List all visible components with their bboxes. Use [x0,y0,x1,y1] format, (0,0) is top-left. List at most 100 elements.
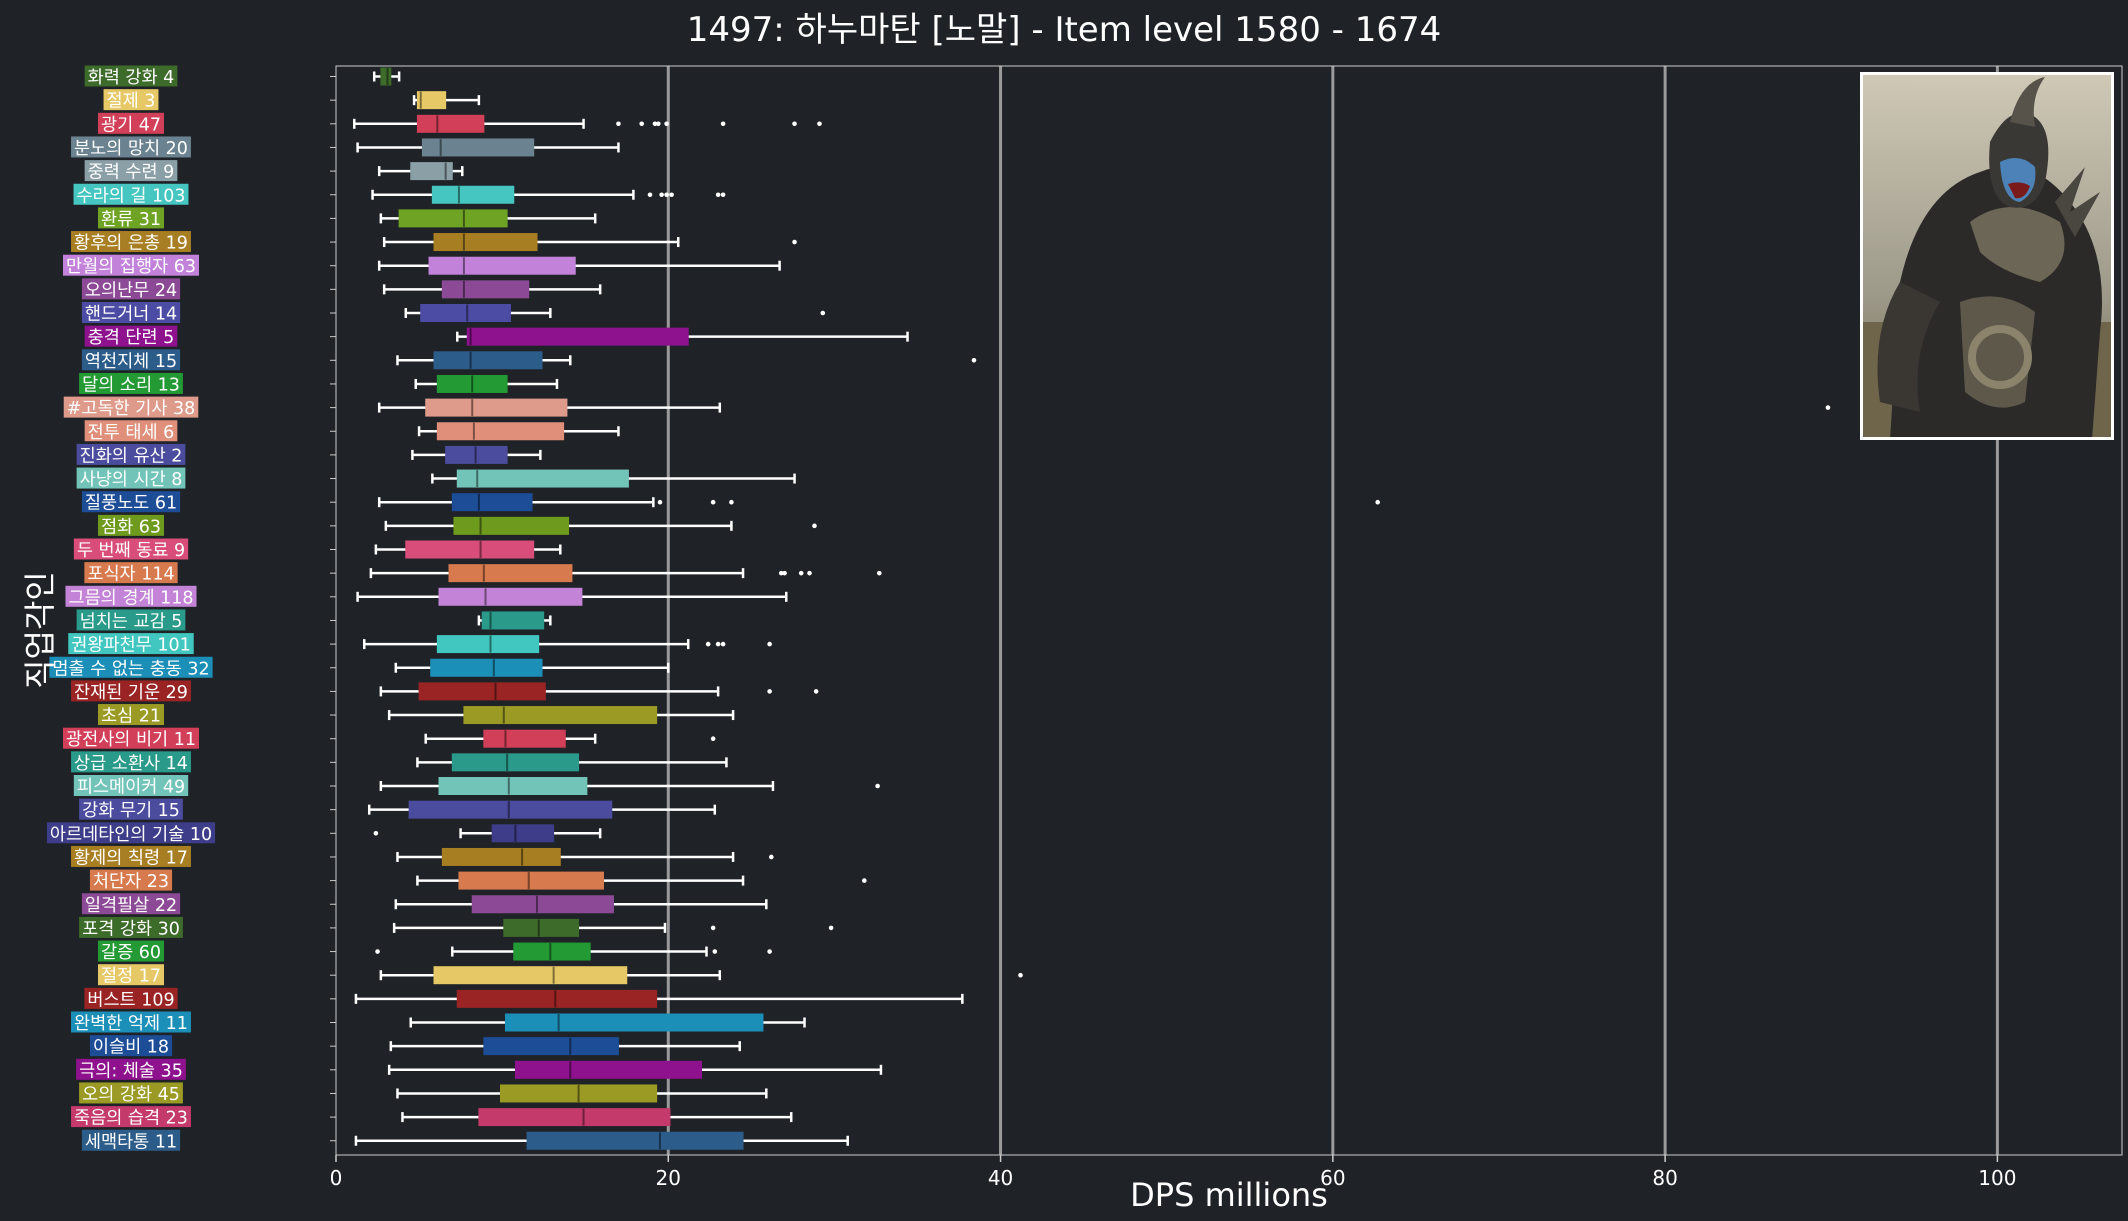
box-group [416,871,867,890]
category-label: 광기 47 [97,112,165,135]
category-label-text: 중력 수련 9 [88,163,175,183]
box [436,374,508,393]
outlier-point [659,192,664,198]
category-label: 넘치는 교감 5 [76,609,186,632]
box [463,706,658,725]
category-label: 일격필살 22 [81,893,181,916]
category-label-text: 잔재된 기운 29 [74,683,188,703]
category-label: 세맥타통 11 [81,1129,181,1152]
category-label-text: 초심 21 [101,707,161,727]
category-label-text: 일격필살 22 [85,896,177,916]
category-label-text: 광기 47 [101,115,161,135]
category-label-text: 황후의 은총 19 [74,234,188,254]
outlier-point [875,783,880,789]
category-label-text: 피스메이커 49 [77,778,185,798]
category-label-bg [73,775,189,796]
box [451,753,580,772]
outlier-point [705,641,711,647]
category-label: 질풍노도 61 [81,491,181,514]
box-group [387,706,735,725]
outlier-point [375,949,380,954]
x-tick-label-40: 40 [988,1166,1013,1190]
category-label-text: 이슬비 18 [93,1038,169,1058]
category-label-text: 달의 소리 13 [82,375,180,395]
box-group [396,847,774,866]
category-label: 화력 강화 4 [84,65,178,88]
category-label-bg [97,940,165,962]
category-label-bg [76,609,186,631]
category-label-text: 전투 태세 6 [88,423,175,443]
category-label-bg [81,893,181,915]
category-label-text: 환류 31 [101,210,161,230]
category-label-bg [97,514,165,536]
category-label-bg [71,1106,191,1128]
category-label-bg [79,798,183,820]
box [453,516,570,535]
category-label-text: 포격 강화 30 [82,919,180,939]
box-group [369,564,882,583]
category-label-bg [81,302,181,323]
category-label-bg [71,751,191,773]
x-tick-label-100: 100 [1978,1166,2016,1190]
box-group [354,989,964,1008]
category-label-text: 그믐의 경계 118 [68,588,193,608]
box [456,469,629,488]
category-label-bg [84,65,178,87]
portrait-left-arm [1877,282,1940,412]
box [420,304,511,322]
category-label-bg [73,538,189,560]
box [483,1037,619,1056]
box [483,729,566,748]
outlier-point [616,121,621,127]
category-label-text: 질풍노도 61 [85,494,177,514]
category-label-bg [71,680,191,702]
category-label-bg [89,1035,173,1057]
category-label: 초심 21 [97,704,165,727]
box-group [377,162,464,181]
category-label-bg [76,443,186,465]
category-label: 아르데타인의 기술 10 [46,822,216,845]
box-group [477,611,552,630]
outlier-point [669,192,674,198]
box [431,185,515,204]
box-group [374,540,562,559]
category-label: 권왕파천무 101 [68,633,194,656]
category-label-text: 권왕파천무 101 [71,636,190,656]
box [380,67,392,86]
outlier-point [639,121,644,127]
category-label: 이슬비 18 [89,1035,173,1058]
outlier-point [798,570,804,576]
category-label-bg [84,325,178,347]
outlier-point [813,689,819,694]
y-axis-label-text: 직업각인 [21,571,60,689]
outlier-point [664,121,669,127]
category-label: 잔재된 기운 29 [71,680,191,703]
box [425,398,568,417]
category-label-bg [89,869,173,891]
outlier-point [807,570,812,576]
category-label-bg [97,964,165,986]
box-group [404,304,826,322]
outlier-point [712,949,718,954]
box-group [416,753,728,772]
boss-portrait [1860,72,2114,440]
category-label: 절정 17 [97,964,165,987]
category-label: 버스트 109 [84,987,178,1010]
category-label: 광전사의 비기 11 [63,727,199,750]
box-group [384,516,817,535]
category-label-text: 오의난무 24 [85,281,177,301]
box [416,91,447,110]
box-group [401,1108,793,1127]
outlier-point [664,192,669,198]
category-label: 오의 강화 45 [79,1082,183,1105]
category-label-text: 완벽한 억제 11 [74,1014,188,1034]
box [428,256,576,275]
category-label-text: 점화 63 [101,517,161,537]
category-label-text: 황제의 칙령 17 [74,848,188,868]
category-label: 환류 31 [97,207,165,230]
box-group [367,800,717,819]
category-label-text: 세맥타통 11 [85,1132,177,1152]
outlier-point [828,925,834,931]
category-label-bg [79,916,183,938]
